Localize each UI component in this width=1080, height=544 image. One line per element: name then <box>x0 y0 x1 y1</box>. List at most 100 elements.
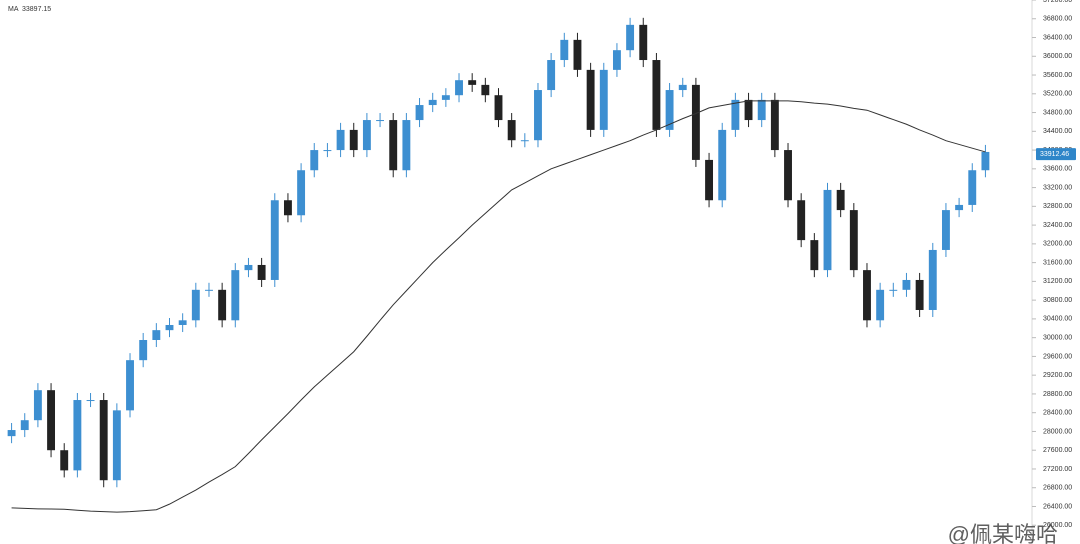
candle-body <box>139 340 148 361</box>
candle-body <box>928 249 937 310</box>
y-tick-label: 37200.00 <box>1043 0 1072 4</box>
candle-body <box>797 200 806 241</box>
candle-body <box>573 39 582 70</box>
y-tick-label: 36800.00 <box>1043 16 1072 23</box>
y-tick-label: 30800.00 <box>1043 297 1072 304</box>
candle-body <box>218 289 227 321</box>
watermark: @佩某嗨哈 <box>948 522 1058 544</box>
ma-line <box>11 100 986 513</box>
candle-body <box>178 320 187 325</box>
y-tick-label: 32400.00 <box>1043 222 1072 229</box>
price-tag <box>1036 148 1076 161</box>
y-tick-label: 33600.00 <box>1043 166 1072 173</box>
candle-body <box>126 360 134 411</box>
candle-body <box>889 289 898 291</box>
y-tick-label: 31200.00 <box>1043 278 1072 285</box>
candle-body <box>494 95 503 121</box>
candle-body <box>836 189 845 211</box>
y-tick-label: 26800.00 <box>1043 485 1072 492</box>
candle-body <box>744 99 753 121</box>
candle-body <box>283 200 292 216</box>
candle-body <box>757 99 766 121</box>
y-tick-label: 34800.00 <box>1043 109 1072 116</box>
candle-body <box>520 140 529 142</box>
candle-body <box>941 210 950 250</box>
candle-body <box>810 240 819 271</box>
y-tick-label: 28000.00 <box>1043 428 1072 435</box>
candle-body <box>481 84 490 96</box>
candle-body <box>349 129 358 151</box>
candle-body <box>389 120 398 171</box>
y-tick-label: 27200.00 <box>1043 466 1072 473</box>
candle-body <box>152 330 161 340</box>
candle-body <box>626 24 635 51</box>
candle-body <box>705 159 714 201</box>
candle-body <box>915 279 924 310</box>
y-tick-label: 27600.00 <box>1043 447 1072 454</box>
candle-body <box>968 170 977 205</box>
candle-body <box>784 150 792 201</box>
candle-body <box>402 120 411 171</box>
candle-body <box>362 120 371 151</box>
candle-body <box>112 410 121 481</box>
candle-body <box>165 324 174 331</box>
candle-body <box>652 60 661 130</box>
candle-body <box>20 420 29 431</box>
candle-body <box>231 270 240 321</box>
candle-body <box>612 50 621 70</box>
candle-body <box>586 69 595 130</box>
candle-body <box>770 99 779 151</box>
candle-body <box>205 289 213 291</box>
candle-body <box>310 150 319 171</box>
y-tick-label: 36400.00 <box>1043 34 1072 41</box>
candle-body <box>691 84 700 160</box>
candle-body <box>678 84 687 91</box>
y-tick-label: 26400.00 <box>1043 503 1072 510</box>
y-tick-label: 33200.00 <box>1043 184 1072 191</box>
y-tick-label: 30000.00 <box>1043 334 1072 341</box>
y-tick-label: 36000.00 <box>1043 53 1072 60</box>
y-tick-label: 31600.00 <box>1043 259 1072 266</box>
y-tick-label: 30400.00 <box>1043 316 1072 323</box>
candle-body <box>718 129 727 201</box>
candle-body <box>534 90 542 141</box>
candle-body <box>441 95 450 100</box>
candle-body <box>560 39 569 61</box>
y-tick-label: 32800.00 <box>1043 203 1072 210</box>
candle-body <box>86 400 95 402</box>
candle-body <box>323 150 332 152</box>
candle-body <box>849 210 858 271</box>
y-tick-label: 35200.00 <box>1043 91 1072 98</box>
y-tick-label: 34400.00 <box>1043 128 1072 135</box>
y-tick-label: 35600.00 <box>1043 72 1072 79</box>
candle-body <box>665 90 674 130</box>
candle-body <box>823 189 832 271</box>
candle-body <box>60 450 69 471</box>
ma-label: MA <box>8 6 19 13</box>
candle-body <box>599 69 608 130</box>
candle-body <box>902 279 911 290</box>
candle-body <box>99 400 108 481</box>
candle-body <box>244 264 253 271</box>
y-tick-label: 29200.00 <box>1043 372 1072 379</box>
candle-body <box>7 430 16 437</box>
candle-body <box>639 24 648 61</box>
candle-body <box>33 390 42 421</box>
candle-body <box>415 105 424 121</box>
candle-body <box>955 204 964 211</box>
ma-value: 33897.15 <box>22 6 51 13</box>
candle-body <box>468 80 477 85</box>
candle-body <box>191 289 200 321</box>
y-tick-label: 26000.00 <box>1043 522 1072 529</box>
y-tick-label: 32000.00 <box>1043 241 1072 248</box>
candle-body <box>376 120 385 122</box>
candle-body <box>731 99 740 130</box>
candle-body <box>876 289 885 321</box>
candle-body <box>507 120 516 141</box>
candle-body <box>863 270 871 321</box>
y-tick-label: 29600.00 <box>1043 353 1072 360</box>
candle-body <box>981 151 990 171</box>
